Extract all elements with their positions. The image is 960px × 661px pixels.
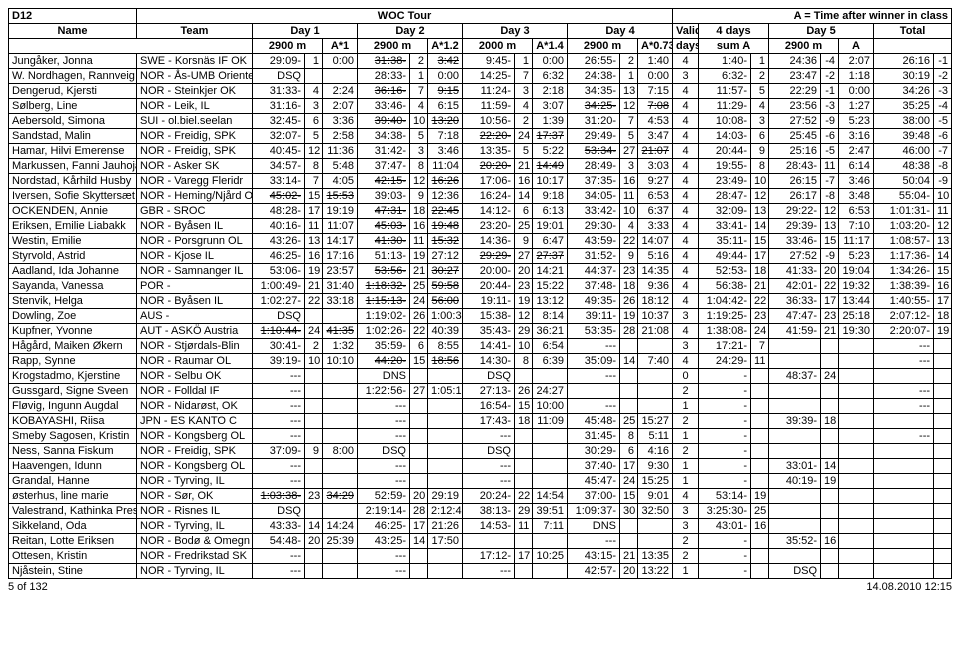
hdr-d5-dist: 2900 m	[769, 39, 839, 54]
table-row: Ness, Sanna FiskumNOR - Freidig, SPK37:0…	[9, 444, 952, 459]
table-row: Kupfner, YvonneAUT - ASKÖ Austria1:10:44…	[9, 324, 952, 339]
table-row: Aebersold, SimonaSUI - ol.biel.seelan32:…	[9, 114, 952, 129]
table-row: Valestrand, Kathinka PresNOR - Risnes IL…	[9, 504, 952, 519]
class-code: D12	[9, 9, 137, 24]
results-table: D12 WOC Tour A = Time after winner in cl…	[8, 8, 952, 579]
table-row: Grandal, HanneNOR - Tyrving, IL---------…	[9, 474, 952, 489]
hdr-4days: 4 days	[699, 24, 769, 39]
hdr-day5: Day 5	[769, 24, 874, 39]
hdr-d2-dist: 2900 m	[358, 39, 428, 54]
table-row: Fløvig, Ingunn AugdalNOR - Nidarøst, OK-…	[9, 399, 952, 414]
hdr-d2-a: A*1.2	[428, 39, 463, 54]
table-row: Stenvik, HelgaNOR - Byåsen IL1:02:27-223…	[9, 294, 952, 309]
tour-name: WOC Tour	[137, 9, 673, 24]
hdr-day2: Day 2	[358, 24, 463, 39]
table-row: Sandstad, MalinNOR - Freidig, SPK32:07-5…	[9, 129, 952, 144]
hdr-valid: Valid	[673, 24, 699, 39]
hdr-d4-a: A*0.73	[638, 39, 673, 54]
table-row: Haavengen, IdunnNOR - Kongsberg OL------…	[9, 459, 952, 474]
hdr-d3-dist: 2000 m	[463, 39, 533, 54]
table-row: Smeby Sagosen, KristinNOR - Kongsberg OL…	[9, 429, 952, 444]
table-row: Aadland, Ida JohanneNOR - Samnanger IL53…	[9, 264, 952, 279]
table-row: Sayanda, VanessaPOR -1:00:49-2131:401:18…	[9, 279, 952, 294]
hdr-d5-a: A	[839, 39, 874, 54]
hdr-days: days	[673, 39, 699, 54]
legend-note: A = Time after winner in class	[673, 9, 952, 24]
hdr-day4: Day 4	[568, 24, 673, 39]
page-date: 14.08.2010 12:15	[866, 581, 952, 593]
table-row: Njåstein, StineNOR - Tyrving, IL--------…	[9, 564, 952, 579]
table-row: Dengerud, KjerstiNOR - Steinkjer OK31:33…	[9, 84, 952, 99]
hdr-name: Name	[9, 24, 137, 39]
page-footer: 5 of 132 14.08.2010 12:15	[8, 581, 952, 593]
table-row: KOBAYASHI, RiisaJPN - ES KANTO C------17…	[9, 414, 952, 429]
page-counter: 5 of 132	[8, 581, 48, 593]
hdr-d1-a: A*1	[323, 39, 358, 54]
table-row: Rapp, SynneNOR - Raumar OL39:19-1010:104…	[9, 354, 952, 369]
hdr-suma: sum A	[699, 39, 769, 54]
table-row: Hågård, Maiken ØkernNOR - Stjørdals-Blin…	[9, 339, 952, 354]
hdr-d1-dist: 2900 m	[253, 39, 323, 54]
table-row: Hamar, Hilvi EmerenseNOR - Freidig, SPK4…	[9, 144, 952, 159]
table-row: OCKENDEN, AnnieGBR - SROC48:28-1719:1947…	[9, 204, 952, 219]
table-row: Jungåker, JonnaSWE - Korsnäs IF OK29:09-…	[9, 54, 952, 69]
hdr-total: Total	[874, 24, 952, 39]
table-row: Gussgard, Signe SveenNOR - Folldal IF---…	[9, 384, 952, 399]
table-row: Dowling, ZoeAUS -DSQ1:19:02-261:00:3415:…	[9, 309, 952, 324]
table-row: Sikkeland, OdaNOR - Tyrving, IL43:33-141…	[9, 519, 952, 534]
table-row: Sølberg, LineNOR - Leik, IL31:16-32:0733…	[9, 99, 952, 114]
table-row: W. Nordhagen, RannveigNOR - Ås-UMB Orien…	[9, 69, 952, 84]
hdr-team: Team	[137, 24, 253, 39]
hdr-day3: Day 3	[463, 24, 568, 39]
table-row: Markussen, Fanni JauhojärNOR - Asker SK3…	[9, 159, 952, 174]
hdr-day1: Day 1	[253, 24, 358, 39]
table-row: Reitan, Lotte EriksenNOR - Bodø & Omegn …	[9, 534, 952, 549]
table-row: Westin, EmilieNOR - Porsgrunn OL43:26-13…	[9, 234, 952, 249]
table-row: Iversen, Sofie SkyttersætNOR - Heming/Nj…	[9, 189, 952, 204]
table-row: Nordstad, Kårhild HusbyNOR - Varegg Fler…	[9, 174, 952, 189]
table-row: Eriksen, Emilie LiabakkNOR - Byåsen IL40…	[9, 219, 952, 234]
hdr-d3-a: A*1.4	[533, 39, 568, 54]
hdr-d4-dist: 2900 m	[568, 39, 638, 54]
table-row: Styrvold, AstridNOR - Kjose IL46:25-1617…	[9, 249, 952, 264]
table-row: Krogstadmo, KjerstineNOR - Selbu OK---DN…	[9, 369, 952, 384]
table-row: Ottesen, KristinNOR - Fredrikstad SK----…	[9, 549, 952, 564]
table-row: østerhus, line marieNOR - Sør, OK1:03:38…	[9, 489, 952, 504]
